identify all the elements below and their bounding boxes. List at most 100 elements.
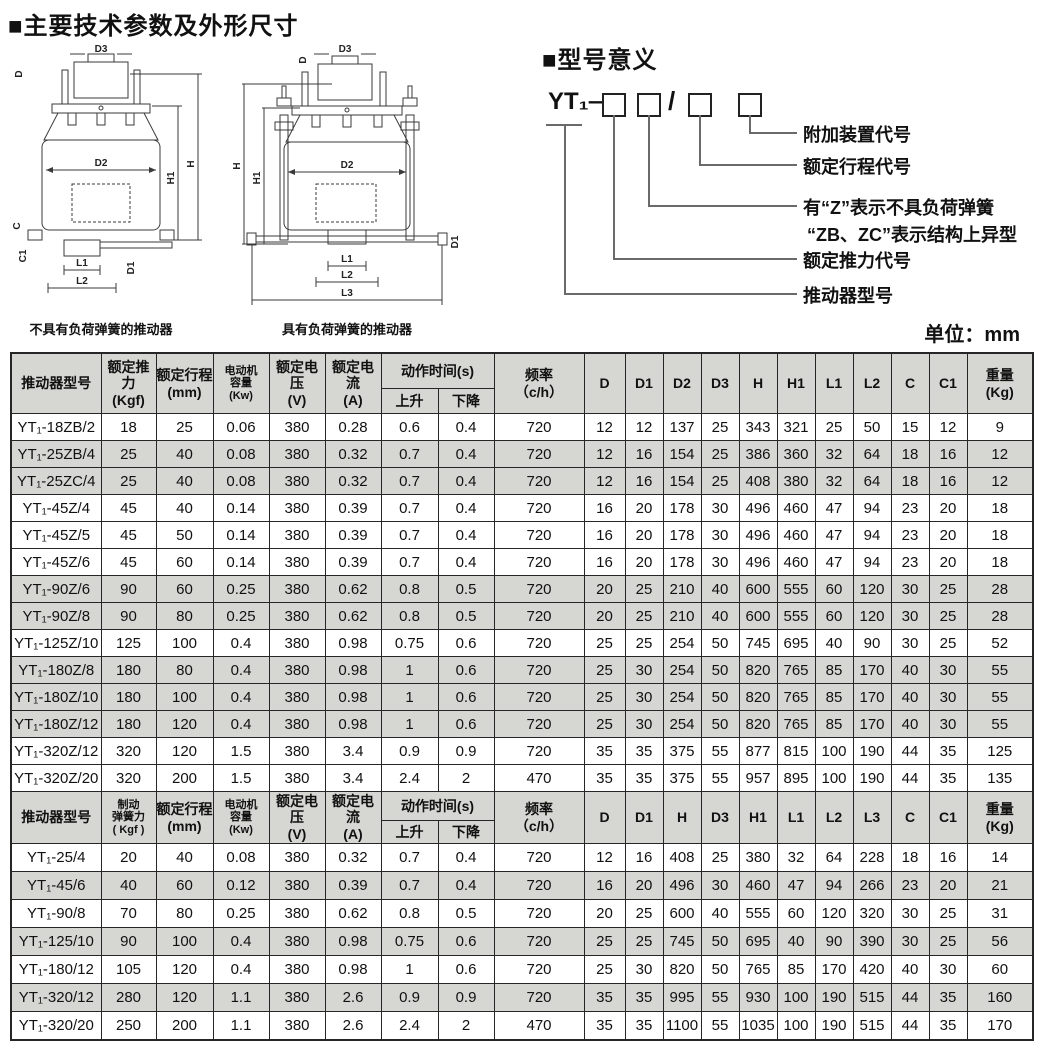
value-cell: 40 bbox=[814, 629, 854, 657]
value-cell: 28 bbox=[966, 575, 1034, 603]
value-cell: 380 bbox=[268, 1011, 326, 1041]
model-meaning-title: ■型号意义 bbox=[542, 47, 658, 74]
table-row: YT₁-180/12 105 120 0.4 380 0.98 1 0.6 720 25 30 820… bbox=[10, 955, 1034, 984]
value-cell: 20 bbox=[624, 521, 664, 549]
value-cell: 380 bbox=[268, 467, 326, 495]
value-cell: 60 bbox=[814, 602, 854, 630]
value-cell: 12 bbox=[966, 467, 1034, 495]
value-cell: 0.7 bbox=[380, 843, 439, 872]
value-cell: 600 bbox=[738, 602, 778, 630]
value-cell: 30 bbox=[928, 955, 968, 984]
value-cell: 930 bbox=[738, 983, 778, 1012]
value-cell: 0.32 bbox=[324, 843, 382, 872]
value-cell: 390 bbox=[852, 927, 892, 956]
value-cell: 0.4 bbox=[437, 494, 495, 522]
header-subrow: 上升 下降 bbox=[11, 820, 1033, 844]
value-cell: 0.6 bbox=[437, 955, 495, 984]
value-cell: 720 bbox=[493, 683, 585, 711]
value-cell: 35 bbox=[583, 764, 626, 792]
value-cell: 190 bbox=[852, 737, 892, 765]
code-box bbox=[688, 93, 712, 117]
model-cell: YT₁-180Z/10 bbox=[10, 683, 102, 711]
value-cell: 25 bbox=[814, 413, 854, 441]
value-cell: 815 bbox=[776, 737, 816, 765]
value-cell: 20 bbox=[928, 494, 968, 522]
value-cell: 80 bbox=[155, 656, 214, 684]
dim-label-c: C bbox=[12, 222, 23, 229]
value-cell: 0.75 bbox=[380, 927, 439, 956]
dim-label-l2: L2 bbox=[76, 276, 88, 287]
value-cell: 45 bbox=[100, 548, 157, 576]
dim-label-l2: L2 bbox=[341, 270, 353, 281]
value-cell: 178 bbox=[662, 548, 702, 576]
value-cell: 720 bbox=[493, 467, 585, 495]
col-header: H bbox=[662, 791, 702, 844]
value-cell: 35 bbox=[928, 1011, 968, 1041]
col-header: C1 bbox=[928, 791, 968, 844]
value-cell: 200 bbox=[155, 764, 214, 792]
spec-table: 推动器型号 额定推力 (Kgf) 额定行程 (mm) 电动机 容量 (Kw) 额定电压 (V) 额定… bbox=[10, 352, 1034, 1041]
value-cell: 25 bbox=[928, 927, 968, 956]
col-header: 重量 (Kg) bbox=[966, 791, 1034, 844]
value-cell: 266 bbox=[852, 871, 892, 900]
value-cell: 380 bbox=[268, 927, 326, 956]
value-cell: 720 bbox=[493, 737, 585, 765]
value-cell: 170 bbox=[814, 955, 854, 984]
value-cell: 720 bbox=[493, 955, 585, 984]
table-row: YT₁-25ZC/4 25 40 0.08 380 0.32 0.7 0.4 720 12 16 15… bbox=[10, 467, 1034, 495]
model-cell: YT₁-180/12 bbox=[10, 955, 102, 984]
value-cell: 957 bbox=[738, 764, 778, 792]
value-cell: 380 bbox=[268, 629, 326, 657]
col-header: 额定电流 (A) bbox=[324, 791, 382, 844]
dim-label-d1: D1 bbox=[450, 235, 461, 248]
value-cell: 125 bbox=[966, 737, 1034, 765]
value-cell: 320 bbox=[100, 737, 157, 765]
table-row: YT₁-18ZB/2 18 25 0.06 380 0.28 0.6 0.4 720 12 12 13… bbox=[10, 413, 1034, 441]
value-cell: 0.4 bbox=[212, 629, 270, 657]
value-cell: 180 bbox=[100, 656, 157, 684]
value-cell: 380 bbox=[268, 521, 326, 549]
value-cell: 30 bbox=[890, 629, 930, 657]
table-row: YT₁-45Z/6 45 60 0.14 380 0.39 0.7 0.4 720 16 20 178… bbox=[10, 548, 1034, 576]
value-cell: 35 bbox=[928, 983, 968, 1012]
value-cell: 9 bbox=[966, 413, 1034, 441]
value-cell: 90 bbox=[100, 602, 157, 630]
value-cell: 30 bbox=[624, 656, 664, 684]
value-cell: 0.39 bbox=[324, 871, 382, 900]
value-cell: 30 bbox=[890, 899, 930, 928]
value-cell: 30 bbox=[928, 683, 968, 711]
value-cell: 16 bbox=[624, 467, 664, 495]
value-cell: 40 bbox=[155, 440, 214, 468]
value-cell: 720 bbox=[493, 843, 585, 872]
value-cell: 100 bbox=[776, 983, 816, 1012]
value-cell: 100 bbox=[814, 737, 854, 765]
value-cell: 120 bbox=[155, 737, 214, 765]
value-cell: 16 bbox=[583, 494, 626, 522]
value-cell: 0.6 bbox=[437, 683, 495, 711]
value-cell: 2.4 bbox=[380, 764, 439, 792]
value-cell: 1 bbox=[380, 955, 439, 984]
dim-label-d: D bbox=[14, 70, 25, 77]
dim-label-l1: L1 bbox=[76, 258, 88, 269]
value-cell: 720 bbox=[493, 656, 585, 684]
value-cell: 0.6 bbox=[437, 656, 495, 684]
value-cell: 380 bbox=[268, 683, 326, 711]
model-cell: YT₁-320Z/20 bbox=[10, 764, 102, 792]
value-cell: 16 bbox=[928, 843, 968, 872]
value-cell: 90 bbox=[100, 927, 157, 956]
col-header-sub: 上升 bbox=[380, 820, 439, 844]
value-cell: 0.4 bbox=[437, 413, 495, 441]
value-cell: 0.4 bbox=[437, 871, 495, 900]
value-cell: 25 bbox=[100, 440, 157, 468]
code-label-attachment: 附加装置代号 bbox=[803, 125, 911, 145]
value-cell: 0.98 bbox=[324, 710, 382, 738]
value-cell: 895 bbox=[776, 764, 816, 792]
value-cell: 64 bbox=[852, 440, 892, 468]
value-cell: 765 bbox=[776, 656, 816, 684]
table-row: YT₁-90/8 70 80 0.25 380 0.62 0.8 0.5 720 20 25 600 4… bbox=[10, 899, 1034, 928]
value-cell: 3.4 bbox=[324, 764, 382, 792]
value-cell: 380 bbox=[268, 548, 326, 576]
value-cell: 160 bbox=[966, 983, 1034, 1012]
value-cell: 120 bbox=[155, 710, 214, 738]
value-cell: 120 bbox=[155, 955, 214, 984]
